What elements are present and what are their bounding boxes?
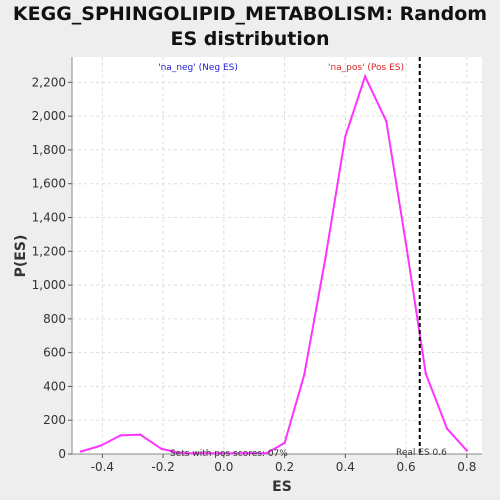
y-tick-label: 200 [43, 413, 66, 427]
y-tick-label: 1,200 [32, 244, 66, 258]
sets-with-pos-scores-label: Sets with pos scores: 07% [170, 449, 288, 459]
y-tick-label: 2,000 [32, 109, 66, 123]
x-tick-label: 0.4 [336, 460, 355, 474]
data-point [405, 243, 407, 245]
data-point [139, 433, 141, 435]
data-point [265, 452, 267, 454]
neg-es-label: 'na_neg' (Neg ES) [158, 63, 238, 73]
x-tick-label: -0.2 [151, 460, 174, 474]
x-tick-label: 0.2 [275, 460, 294, 474]
y-tick-label: 1,400 [32, 210, 66, 224]
data-point [303, 373, 305, 375]
data-point [180, 452, 182, 454]
data-point [100, 444, 102, 446]
data-point [160, 448, 162, 450]
data-point [425, 373, 427, 375]
x-tick-label: 0.0 [214, 460, 233, 474]
x-tick-label: -0.4 [91, 460, 114, 474]
data-point [119, 434, 121, 436]
y-tick-label: 1,000 [32, 278, 66, 292]
y-tick-label: 1,600 [32, 177, 66, 191]
pos-es-label: 'na_pos' (Pos ES) [328, 63, 404, 73]
data-point [80, 450, 82, 452]
data-point [364, 75, 366, 77]
y-tick-label: 0 [58, 447, 66, 461]
x-tick-label: 0.8 [457, 460, 476, 474]
data-point [385, 120, 387, 122]
real-es-label: Real ES 0.6 [396, 448, 447, 458]
data-point [446, 427, 448, 429]
x-tick-label: 0.6 [397, 460, 416, 474]
y-tick-label: 400 [43, 379, 66, 393]
data-point [283, 442, 285, 444]
y-tick-label: 2,200 [32, 75, 66, 89]
y-axis-title: P(ES) [13, 235, 29, 278]
data-point [324, 256, 326, 258]
y-tick-label: 600 [43, 346, 66, 360]
y-axis: 0 200 400 600 800 1,000 1,200 1,400 1,600 1,800 2,… [32, 57, 72, 461]
x-axis-title: ES [272, 479, 292, 495]
y-tick-label: 1,800 [32, 143, 66, 157]
data-point [344, 135, 346, 137]
y-tick-label: 800 [43, 312, 66, 326]
data-point [466, 449, 468, 451]
